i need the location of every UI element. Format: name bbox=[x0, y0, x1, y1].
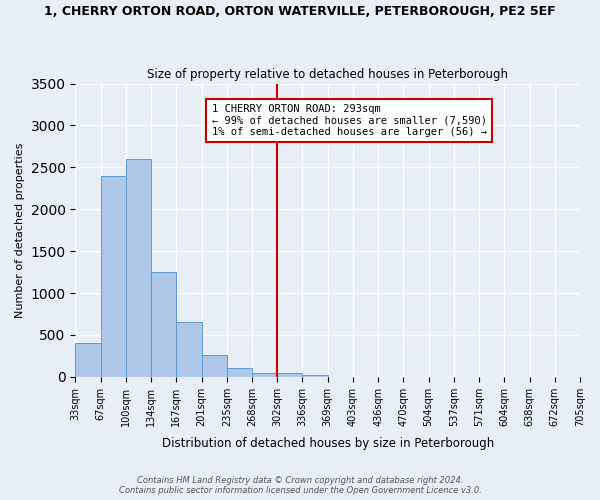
Bar bbox=[76, 344, 101, 377]
Text: Contains HM Land Registry data © Crown copyright and database right 2024.
Contai: Contains HM Land Registry data © Crown c… bbox=[119, 476, 481, 495]
X-axis label: Distribution of detached houses by size in Peterborough: Distribution of detached houses by size … bbox=[161, 437, 494, 450]
Bar bbox=[126, 159, 151, 377]
Bar bbox=[101, 176, 126, 377]
Bar bbox=[252, 372, 277, 377]
Bar bbox=[227, 368, 252, 377]
Bar bbox=[302, 374, 328, 377]
Bar bbox=[176, 322, 202, 377]
Bar bbox=[202, 355, 227, 377]
Text: 1 CHERRY ORTON ROAD: 293sqm
← 99% of detached houses are smaller (7,590)
1% of s: 1 CHERRY ORTON ROAD: 293sqm ← 99% of det… bbox=[212, 104, 487, 138]
Title: Size of property relative to detached houses in Peterborough: Size of property relative to detached ho… bbox=[147, 68, 508, 81]
Y-axis label: Number of detached properties: Number of detached properties bbox=[15, 142, 25, 318]
Bar bbox=[151, 272, 176, 377]
Bar bbox=[277, 372, 302, 377]
Text: 1, CHERRY ORTON ROAD, ORTON WATERVILLE, PETERBOROUGH, PE2 5EF: 1, CHERRY ORTON ROAD, ORTON WATERVILLE, … bbox=[44, 5, 556, 18]
